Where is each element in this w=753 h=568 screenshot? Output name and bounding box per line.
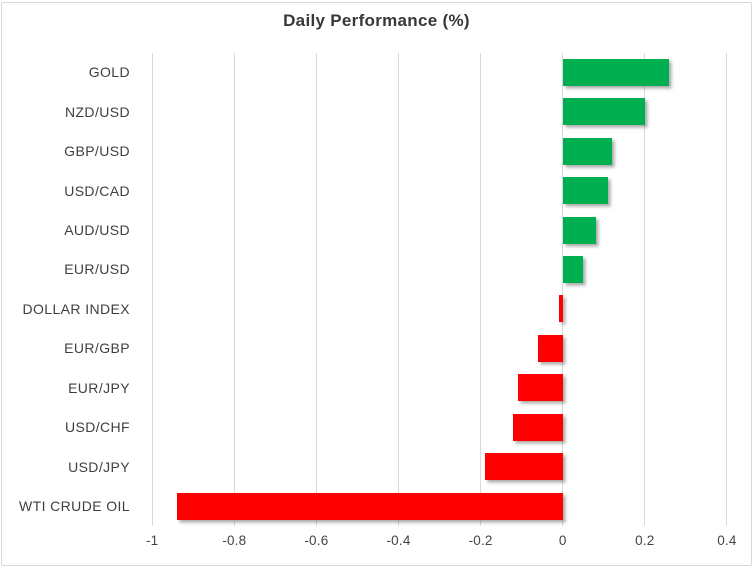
category-label-dollar-index: DOLLAR INDEX <box>22 300 130 317</box>
category-label-usd-cad: USD/CAD <box>64 182 130 199</box>
bar-aud-usd <box>562 216 596 244</box>
category-label-aud-usd: AUD/USD <box>64 222 130 239</box>
bar-eur-usd <box>562 255 584 283</box>
gridline <box>151 52 153 526</box>
bar-gold <box>562 58 670 86</box>
category-label-gbp-usd: GBP/USD <box>64 143 130 160</box>
x-axis-tick-label: -0.6 <box>304 533 329 548</box>
gridline <box>562 52 564 526</box>
category-label-usd-chf: USD/CHF <box>64 419 130 436</box>
gridline <box>480 52 482 526</box>
bar-eur-jpy <box>517 374 563 402</box>
bar-usd-jpy <box>484 453 563 481</box>
category-label-eur-usd: EUR/USD <box>64 261 130 278</box>
category-label-nzd-usd: NZD/USD <box>64 103 130 120</box>
gridline <box>315 52 317 526</box>
bar-wti-crude-oil <box>176 492 563 520</box>
bar-dollar-index <box>558 295 563 323</box>
x-axis-tick-label: -0.2 <box>468 533 493 548</box>
bar-nzd-usd <box>562 98 645 126</box>
gridline <box>726 52 728 526</box>
x-axis-tick-label: -0.4 <box>386 533 411 548</box>
gridline <box>398 52 399 526</box>
bar-usd-cad <box>562 177 608 205</box>
x-axis-tick-label: -1 <box>145 533 159 548</box>
bar-usd-chf <box>513 413 563 441</box>
bar-gbp-usd <box>562 137 612 165</box>
x-axis-tick-label: 0.2 <box>635 533 655 548</box>
category-label-eur-jpy: EUR/JPY <box>68 379 130 396</box>
chart-title: Daily Performance (%) <box>283 11 470 30</box>
gridline <box>644 52 646 526</box>
gridline <box>233 52 235 526</box>
x-axis-tick-label: 0.4 <box>717 533 737 548</box>
category-label-gold: GOLD <box>88 64 130 81</box>
bar-eur-gbp <box>538 334 563 362</box>
category-label-usd-jpy: USD/JPY <box>68 458 130 475</box>
category-label-eur-gbp: EUR/GBP <box>64 340 130 357</box>
x-axis-tick-label: 0 <box>558 533 567 548</box>
category-label-wti-crude-oil: WTI CRUDE OIL <box>19 498 130 515</box>
x-axis-tick-label: -0.8 <box>222 533 247 548</box>
